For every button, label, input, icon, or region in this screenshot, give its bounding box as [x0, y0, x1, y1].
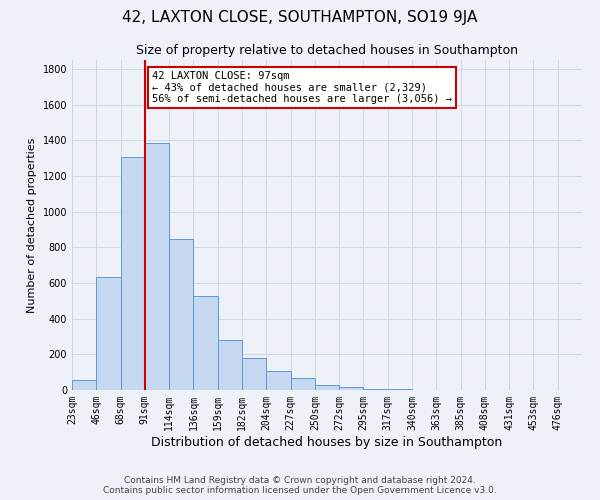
- Bar: [169, 240, 193, 390]
- Bar: [242, 358, 266, 390]
- Bar: [364, 389, 388, 390]
- X-axis label: Distribution of detached houses by size in Southampton: Distribution of detached houses by size …: [151, 436, 503, 448]
- Text: Contains HM Land Registry data © Crown copyright and database right 2024.
Contai: Contains HM Land Registry data © Crown c…: [103, 476, 497, 495]
- Bar: [266, 372, 290, 390]
- Bar: [193, 296, 218, 390]
- Bar: [315, 384, 339, 390]
- Text: 42 LAXTON CLOSE: 97sqm
← 43% of detached houses are smaller (2,329)
56% of semi-: 42 LAXTON CLOSE: 97sqm ← 43% of detached…: [152, 70, 452, 104]
- Y-axis label: Number of detached properties: Number of detached properties: [27, 138, 37, 312]
- Bar: [96, 276, 121, 390]
- Bar: [218, 340, 242, 390]
- Title: Size of property relative to detached houses in Southampton: Size of property relative to detached ho…: [136, 44, 518, 58]
- Bar: [290, 378, 315, 390]
- Bar: [121, 157, 145, 390]
- Bar: [72, 380, 96, 390]
- Bar: [145, 143, 169, 390]
- Text: 42, LAXTON CLOSE, SOUTHAMPTON, SO19 9JA: 42, LAXTON CLOSE, SOUTHAMPTON, SO19 9JA: [122, 10, 478, 25]
- Bar: [339, 388, 364, 390]
